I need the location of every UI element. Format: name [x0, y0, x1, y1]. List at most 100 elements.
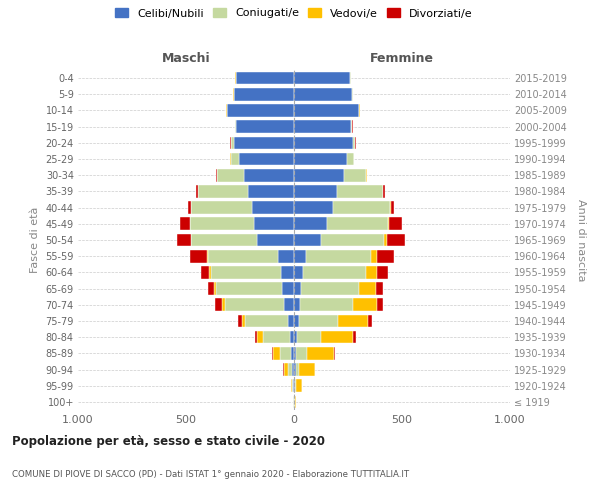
Bar: [371, 250, 377, 262]
Bar: [214, 282, 216, 295]
Bar: [366, 266, 377, 278]
Bar: [353, 331, 356, 344]
Bar: [296, 363, 299, 376]
Bar: [225, 298, 284, 311]
Bar: [294, 250, 307, 262]
Bar: [238, 314, 242, 328]
Bar: [272, 347, 274, 360]
Y-axis label: Fasce di età: Fasce di età: [30, 207, 40, 273]
Bar: [353, 298, 377, 311]
Bar: [390, 202, 391, 214]
Bar: [294, 185, 337, 198]
Bar: [294, 298, 300, 311]
Bar: [257, 234, 294, 246]
Bar: [376, 282, 383, 295]
Bar: [294, 363, 296, 376]
Bar: [254, 218, 294, 230]
Bar: [216, 282, 282, 295]
Bar: [245, 314, 287, 328]
Bar: [347, 152, 354, 166]
Bar: [351, 120, 352, 133]
Bar: [274, 347, 280, 360]
Legend: Celibi/Nubili, Coniugati/e, Vedovi/e, Divorziati/e: Celibi/Nubili, Coniugati/e, Vedovi/e, Di…: [115, 8, 473, 18]
Bar: [291, 380, 292, 392]
Bar: [299, 314, 338, 328]
Bar: [294, 380, 295, 392]
Bar: [294, 331, 297, 344]
Bar: [287, 314, 294, 328]
Bar: [211, 266, 281, 278]
Bar: [257, 331, 263, 344]
Bar: [294, 136, 353, 149]
Bar: [208, 282, 214, 295]
Bar: [235, 120, 236, 133]
Bar: [334, 347, 335, 360]
Bar: [294, 234, 321, 246]
Bar: [254, 331, 257, 344]
Bar: [282, 282, 294, 295]
Bar: [391, 202, 394, 214]
Bar: [377, 250, 394, 262]
Bar: [236, 72, 294, 85]
Bar: [383, 185, 385, 198]
Bar: [179, 218, 190, 230]
Bar: [321, 331, 353, 344]
Y-axis label: Anni di nascita: Anni di nascita: [577, 198, 586, 281]
Bar: [188, 202, 191, 214]
Bar: [208, 250, 278, 262]
Bar: [294, 314, 299, 328]
Bar: [191, 234, 257, 246]
Bar: [337, 185, 383, 198]
Text: COMUNE DI PIOVE DI SACCO (PD) - Dati ISTAT 1° gennaio 2020 - Elaborazione TUTTIT: COMUNE DI PIOVE DI SACCO (PD) - Dati IST…: [12, 470, 409, 479]
Bar: [201, 266, 209, 278]
Bar: [280, 347, 292, 360]
Bar: [333, 202, 390, 214]
Bar: [301, 282, 359, 295]
Bar: [290, 331, 294, 344]
Bar: [206, 250, 208, 262]
Bar: [294, 152, 347, 166]
Bar: [294, 218, 328, 230]
Bar: [294, 347, 296, 360]
Bar: [248, 185, 294, 198]
Bar: [252, 202, 294, 214]
Bar: [338, 314, 368, 328]
Bar: [328, 218, 388, 230]
Bar: [222, 298, 225, 311]
Bar: [294, 104, 359, 117]
Bar: [294, 202, 333, 214]
Bar: [368, 314, 372, 328]
Bar: [178, 234, 191, 246]
Bar: [284, 298, 294, 311]
Bar: [278, 250, 294, 262]
Bar: [217, 169, 244, 181]
Bar: [292, 363, 294, 376]
Bar: [196, 185, 197, 198]
Bar: [234, 88, 294, 101]
Bar: [190, 250, 206, 262]
Bar: [294, 282, 301, 295]
Bar: [236, 120, 294, 133]
Bar: [198, 185, 248, 198]
Bar: [263, 331, 290, 344]
Bar: [215, 298, 222, 311]
Bar: [190, 218, 254, 230]
Bar: [292, 347, 294, 360]
Bar: [216, 169, 217, 181]
Bar: [377, 266, 388, 278]
Bar: [296, 347, 307, 360]
Bar: [359, 282, 376, 295]
Bar: [388, 218, 389, 230]
Bar: [294, 169, 344, 181]
Bar: [295, 396, 296, 408]
Bar: [244, 169, 294, 181]
Bar: [307, 250, 371, 262]
Bar: [389, 218, 402, 230]
Bar: [209, 266, 211, 278]
Bar: [292, 380, 293, 392]
Bar: [383, 234, 386, 246]
Bar: [239, 152, 294, 166]
Bar: [297, 331, 321, 344]
Bar: [281, 266, 294, 278]
Bar: [377, 298, 383, 311]
